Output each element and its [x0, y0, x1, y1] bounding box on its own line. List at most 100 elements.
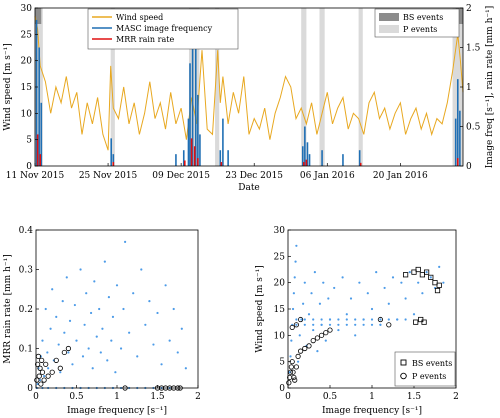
data-point	[383, 286, 386, 290]
p-event-marker	[288, 364, 294, 370]
mrr-rain-rate-series	[36, 134, 459, 166]
x-tick-label: 1	[369, 392, 375, 402]
legend-label-p: P events	[403, 25, 437, 34]
x-tick-label: 2	[453, 392, 459, 402]
p-event-marker	[34, 377, 40, 383]
p-event-marker	[318, 332, 325, 338]
data-point	[341, 276, 344, 279]
data-point	[160, 363, 163, 366]
data-point	[333, 286, 336, 290]
data-point	[103, 260, 106, 263]
wind-speed-series	[34, 15, 464, 151]
data-point	[366, 292, 369, 295]
left-y-tick-label: 10	[21, 109, 33, 119]
wind-vs-frequency-p-event-markers	[286, 316, 392, 386]
series-legend: Wind speed MASC image frequency MRR rain…	[87, 8, 239, 50]
legend-marker-p-circle	[400, 372, 407, 380]
data-point	[345, 313, 348, 316]
right-y-tick-label: 0.5	[466, 123, 481, 133]
p-event-band	[215, 8, 220, 166]
data-point	[101, 327, 104, 330]
data-point	[320, 318, 323, 321]
data-point	[322, 281, 325, 284]
legend-label-p-events: P events	[412, 372, 446, 381]
data-point	[93, 280, 96, 283]
data-point	[79, 268, 82, 271]
data-point	[47, 367, 50, 370]
wind-scatter-legend: BS events P events	[394, 351, 456, 387]
data-point	[124, 240, 127, 243]
p-event-marker	[293, 364, 299, 370]
p-event-marker	[310, 337, 316, 344]
data-point	[288, 371, 291, 374]
p-event-marker	[45, 373, 51, 379]
p-event-marker	[386, 322, 392, 328]
data-point	[67, 351, 70, 354]
data-point	[59, 371, 62, 374]
bs-event-marker	[411, 269, 417, 275]
x-tick-label: 1.5	[407, 392, 422, 402]
bs-event-marker	[434, 287, 441, 294]
p-event-band	[301, 8, 307, 166]
data-point	[312, 318, 315, 321]
data-point	[65, 276, 68, 279]
wind-vs-frequency-panel: 0 0.5 1 1.5 2 0 5 10 15 20 25 30 Wind speed [m s⁻¹…	[255, 226, 459, 416]
data-point	[81, 355, 85, 358]
p-event-band	[319, 8, 325, 166]
p-event-marker	[65, 345, 72, 352]
left-y-tick-label: 25	[21, 30, 33, 40]
date-tick-label: 23 Dec 2015	[225, 171, 283, 181]
data-point	[362, 323, 365, 326]
data-point	[43, 375, 46, 378]
p-event-marker	[37, 365, 43, 371]
time-series-xlabel: Date	[238, 183, 260, 193]
data-point	[290, 339, 293, 342]
legend-label-wind: Wind speed	[116, 13, 163, 22]
data-point	[57, 343, 60, 346]
p-event-marker	[327, 327, 333, 333]
y-tick-label: 0	[279, 384, 285, 394]
data-point	[295, 244, 298, 247]
data-point	[354, 334, 357, 337]
x-tick-label: 0	[33, 392, 39, 402]
data-point	[302, 302, 305, 305]
p-event-marker	[295, 353, 301, 359]
y-tick-label: 20	[274, 279, 286, 289]
data-point	[379, 323, 382, 326]
p-event-marker	[38, 381, 44, 387]
data-point	[122, 307, 125, 311]
right-y-ticks: 0 0.5 1 1.5 2	[460, 4, 481, 172]
p-event-marker	[39, 357, 45, 363]
data-point	[106, 359, 109, 362]
data-point	[49, 327, 52, 330]
data-point	[417, 281, 420, 284]
x-tick-label: 1	[114, 392, 120, 402]
y-tick-label: 0.2	[19, 305, 33, 315]
data-point	[295, 318, 298, 321]
legend-label-bs-events: BS events	[412, 359, 452, 368]
rain-scatter-xlabel: Image frequency [s⁻¹]	[67, 406, 167, 416]
data-point	[148, 300, 151, 303]
data-point	[404, 297, 407, 300]
data-point	[387, 318, 390, 321]
rain-scatter-y-ticks: 0 0.1 0.2 0.3 0.4	[19, 226, 39, 394]
time-series-left-ylabel: Wind speed [m s⁻¹]	[3, 43, 13, 130]
p-event-marker	[57, 365, 63, 371]
date-tick-label: 20 Jan 2016	[373, 171, 428, 181]
data-point	[429, 276, 432, 279]
data-point	[354, 318, 357, 321]
date-tick-label: 25 Nov 2015	[79, 171, 138, 181]
p-event-marker	[289, 324, 295, 331]
y-tick-label: 0.3	[19, 266, 34, 276]
data-point	[324, 339, 327, 342]
data-point	[425, 271, 428, 274]
p-event-marker	[49, 369, 55, 375]
legend-label-masc: MASC image frequency	[116, 24, 213, 33]
data-point	[114, 371, 117, 374]
events-legend: BS events P events	[374, 8, 460, 38]
data-point	[291, 307, 295, 311]
right-y-tick-label: 0	[466, 162, 472, 172]
bs-event-marker	[423, 269, 430, 275]
data-point	[320, 323, 323, 326]
p-event-marker	[291, 374, 297, 381]
